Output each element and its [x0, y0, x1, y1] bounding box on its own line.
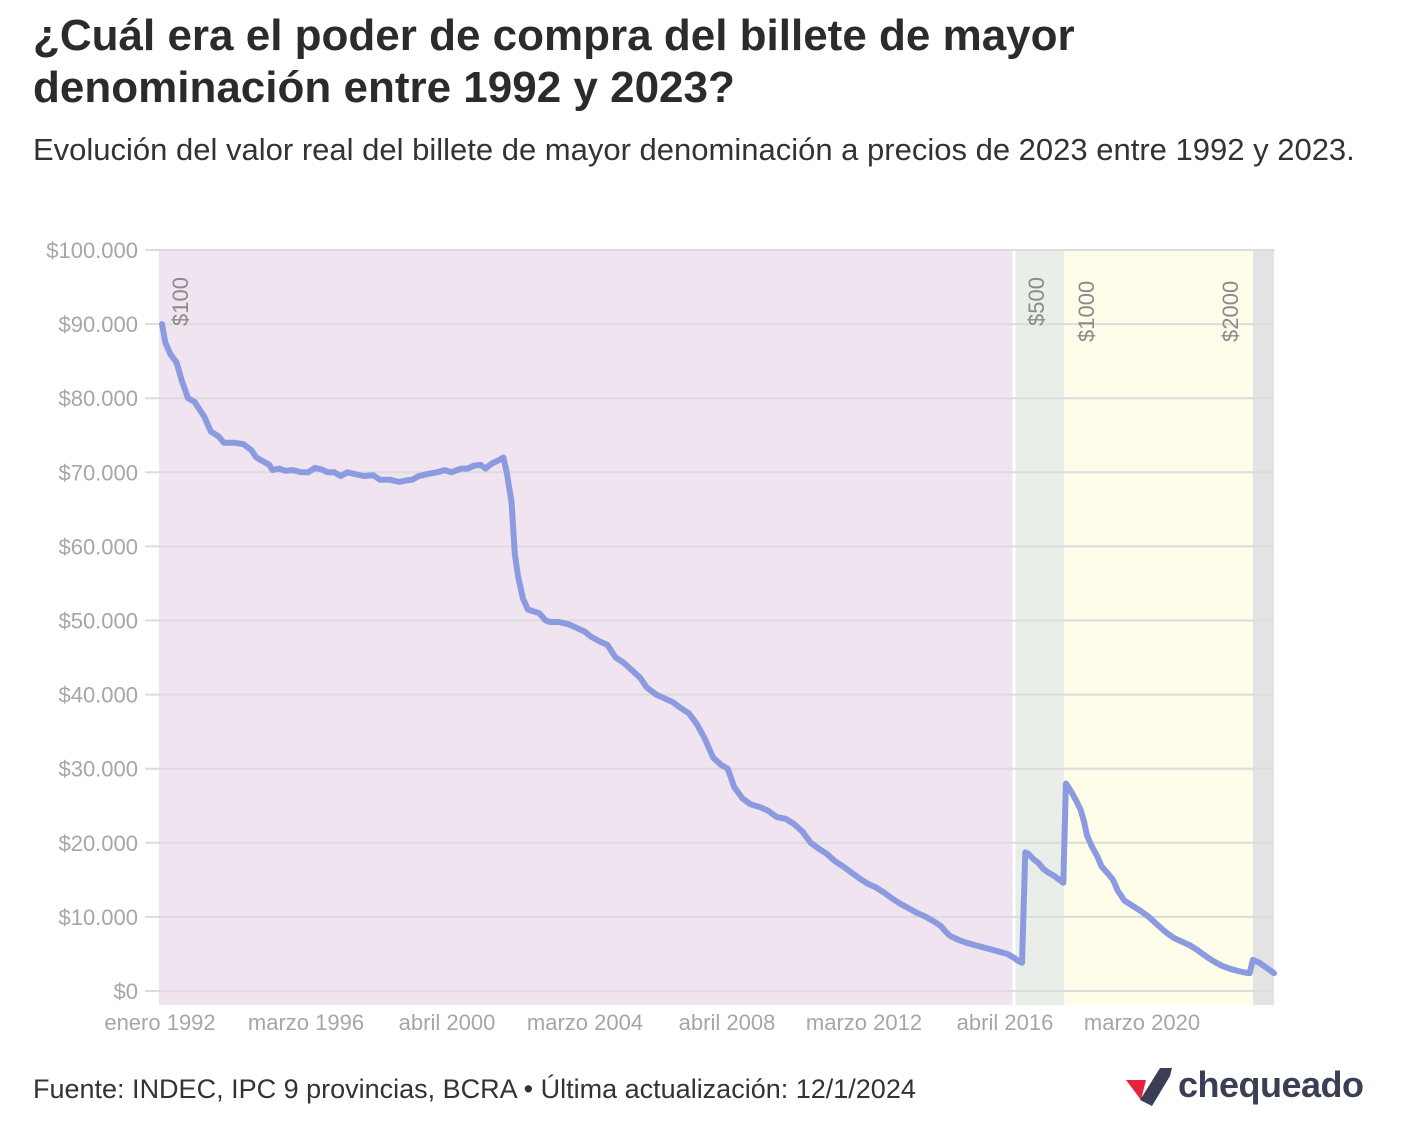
- band-100-area: [159, 250, 1014, 1005]
- x-axis-ticks: enero 1992 marzo 1996 abril 2000 marzo 2004…: [104, 1010, 1200, 1035]
- x-tick-label: marzo 2020: [1084, 1010, 1200, 1035]
- y-tick-label: $70.000: [58, 460, 138, 485]
- y-tick-label: $60.000: [58, 534, 138, 559]
- y-tick-label: $100.000: [46, 238, 138, 263]
- chequeado-mark-icon: [1126, 1068, 1172, 1106]
- y-tick-label: $0: [114, 979, 138, 1004]
- y-tick-label: $90.000: [58, 312, 138, 337]
- line-chart: $0 $10.000 $20.000 $30.000 $40.000 $50.000 $60…: [46, 238, 1277, 1035]
- band-label-2000: $2000: [1218, 281, 1243, 342]
- y-tick-label: $80.000: [58, 386, 138, 411]
- x-tick-label: abril 2008: [679, 1010, 776, 1035]
- x-tick-label: marzo 1996: [248, 1010, 364, 1035]
- band-1000-area: [1064, 250, 1253, 1005]
- y-tick-label: $10.000: [58, 905, 138, 930]
- chequeado-logo[interactable]: chequeado: [1126, 1064, 1366, 1110]
- series-line: [159, 321, 1277, 977]
- band-label-100: $100: [168, 277, 193, 326]
- x-tick-label: abril 2000: [399, 1010, 496, 1035]
- y-tick-label: $20.000: [58, 831, 138, 856]
- band-2000-area: [1253, 250, 1274, 1005]
- source-note: Fuente: INDEC, IPC 9 provincias, BCRA • …: [33, 1074, 916, 1104]
- denomination-bands: [159, 250, 1274, 1005]
- x-tick-label: enero 1992: [104, 1010, 215, 1035]
- x-tick-label: marzo 2004: [527, 1010, 643, 1035]
- y-tick-label: $40.000: [58, 683, 138, 708]
- band-label-500: $500: [1024, 277, 1049, 326]
- y-tick-label: $50.000: [58, 609, 138, 634]
- chart-title: ¿Cuál era el poder de compra del billete…: [33, 11, 1075, 112]
- y-axis-ticks: $0 $10.000 $20.000 $30.000 $40.000 $50.000 $60…: [46, 238, 138, 1004]
- brand-name: chequeado: [1178, 1064, 1364, 1105]
- x-tick-label: abril 2016: [957, 1010, 1054, 1035]
- band-labels: $100 $500 $1000 $2000: [168, 277, 1243, 342]
- band-label-1000: $1000: [1074, 281, 1099, 342]
- grid-lines: [145, 249, 1274, 992]
- x-tick-label: marzo 2012: [806, 1010, 922, 1035]
- series-layer: [159, 321, 1277, 977]
- y-tick-label: $30.000: [58, 757, 138, 782]
- chart-subtitle: Evolución del valor real del billete de …: [33, 132, 1355, 167]
